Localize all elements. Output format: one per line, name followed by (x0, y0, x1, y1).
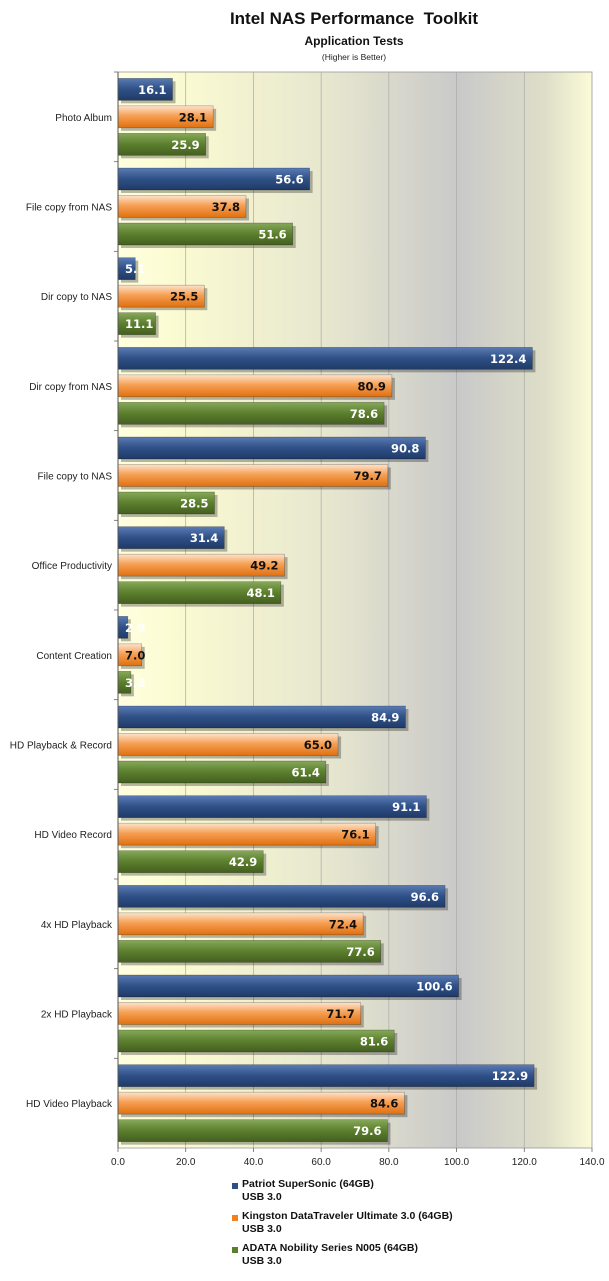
category-label-photo-album: Photo Album (55, 113, 112, 124)
category-label-file-copy-to-nas: File copy to NAS (38, 472, 113, 483)
category-label-hd-video-playback: HD Video Playback (26, 1099, 113, 1110)
data-label: 80.9 (358, 379, 386, 393)
chart-title: Intel NAS Performance Toolkit (230, 9, 478, 28)
bar-adata-4x-hd-playback (117, 940, 382, 963)
category-label-hd-video-record: HD Video Record (34, 830, 112, 841)
legend-label-patriot: Patriot SuperSonic (64GB) (242, 1178, 374, 1190)
x-tick-label: 100.0 (444, 1157, 469, 1168)
legend-swatch-kingston (232, 1215, 238, 1221)
bar-patriot-hd-playback-record (117, 705, 406, 729)
data-label: 72.4 (329, 917, 357, 931)
data-label: 56.6 (275, 173, 303, 187)
data-label: 3.8 (125, 676, 145, 690)
legend-sub-kingston: USB 3.0 (242, 1223, 282, 1235)
data-label: 81.6 (360, 1035, 388, 1049)
x-tick-label: 40.0 (244, 1157, 264, 1168)
x-tick-label: 60.0 (311, 1157, 331, 1168)
data-label: 65.0 (304, 738, 332, 752)
data-label: 96.6 (411, 890, 439, 904)
bar-kingston-dir-copy-from-nas (117, 374, 393, 398)
data-label: 122.9 (492, 1069, 528, 1083)
data-label: 28.5 (180, 497, 208, 511)
data-label: 11.1 (125, 317, 153, 331)
bar-kingston-4x-hd-playback (117, 912, 364, 936)
chart-subtitle: Application Tests (304, 34, 403, 48)
data-label: 42.9 (229, 855, 257, 869)
legend-sub-adata: USB 3.0 (242, 1255, 282, 1267)
data-label: 100.6 (416, 980, 452, 994)
x-tick-label: 120.0 (512, 1157, 537, 1168)
x-tick-label: 0.0 (111, 1157, 125, 1168)
legend-item-adata: ADATA Nobility Series N005 (64GB) USB 3.… (232, 1242, 602, 1268)
data-label: 37.8 (212, 200, 240, 214)
x-tick-label: 80.0 (379, 1157, 399, 1168)
data-label: 76.1 (341, 828, 369, 842)
bar-kingston-2x-hd-playback (117, 1002, 362, 1025)
category-label-2x-hd-playback: 2x HD Playback (41, 1010, 113, 1021)
bar-adata-2x-hd-playback (117, 1029, 395, 1053)
data-label: 77.6 (346, 945, 374, 959)
category-label-dir-copy-to-nas: Dir copy to NAS (41, 292, 112, 303)
data-label: 79.6 (353, 1124, 381, 1138)
bar-kingston-hd-video-playback (117, 1091, 405, 1115)
bar-patriot-2x-hd-playback (117, 974, 459, 998)
data-label: 90.8 (391, 442, 419, 456)
data-label: 7.0 (125, 648, 145, 662)
data-label: 122.4 (490, 352, 526, 366)
data-label: 49.2 (250, 559, 278, 573)
data-label: 51.6 (258, 228, 286, 242)
legend-item-kingston: Kingston DataTraveler Ultimate 3.0 (64GB… (232, 1210, 602, 1236)
legend-label-adata: ADATA Nobility Series N005 (64GB) (242, 1242, 419, 1254)
legend-swatch-adata (232, 1247, 238, 1253)
data-label: 31.4 (190, 531, 218, 545)
data-label: 61.4 (292, 766, 320, 780)
bar-patriot-dir-copy-from-nas (117, 347, 533, 370)
data-label: 5.1 (125, 262, 145, 276)
data-label: 25.5 (170, 290, 198, 304)
data-label: 78.6 (350, 407, 378, 421)
legend-item-patriot: Patriot SuperSonic (64GB) USB 3.0 (232, 1178, 602, 1204)
bar-patriot-4x-hd-playback (117, 885, 446, 908)
legend-swatch-patriot (232, 1183, 238, 1189)
category-label-dir-copy-from-nas: Dir copy from NAS (29, 382, 112, 393)
data-label: 84.9 (371, 711, 399, 725)
data-label: 84.6 (370, 1097, 398, 1111)
legend: Patriot SuperSonic (64GB) USB 3.0 Kingst… (232, 1178, 602, 1274)
category-label-content-creation: Content Creation (36, 651, 112, 662)
data-label: 48.1 (246, 586, 274, 600)
x-tick-label: 20.0 (176, 1157, 196, 1168)
data-label: 79.7 (353, 469, 381, 483)
bar-patriot-hd-video-record (117, 795, 427, 818)
legend-sub-patriot: USB 3.0 (242, 1191, 282, 1203)
category-label-file-copy-from-nas: File copy from NAS (26, 203, 112, 214)
bar-kingston-file-copy-to-nas (117, 464, 389, 487)
data-label: 71.7 (326, 1007, 354, 1021)
data-label: 91.1 (392, 800, 420, 814)
category-label-hd-playback-record: HD Playback & Record (10, 741, 112, 752)
category-label-office-productivity: Office Productivity (32, 561, 112, 572)
data-label: 25.9 (171, 138, 199, 152)
category-label-4x-hd-playback: 4x HD Playback (41, 920, 113, 931)
bar-patriot-hd-video-playback (117, 1064, 535, 1087)
bar-kingston-hd-video-record (117, 822, 376, 846)
plot-area (117, 71, 593, 1149)
chart-note: (Higher is Better) (322, 52, 386, 62)
bar-adata-hd-video-playback (117, 1119, 388, 1142)
legend-label-kingston: Kingston DataTraveler Ultimate 3.0 (64GB… (242, 1210, 453, 1222)
bar-patriot-file-copy-to-nas (117, 436, 426, 460)
bar-adata-dir-copy-from-nas (117, 402, 385, 425)
data-label: 28.1 (179, 110, 207, 124)
data-label: 16.1 (138, 83, 166, 97)
data-label: 2.9 (125, 621, 145, 635)
x-tick-label: 140.0 (579, 1157, 604, 1168)
